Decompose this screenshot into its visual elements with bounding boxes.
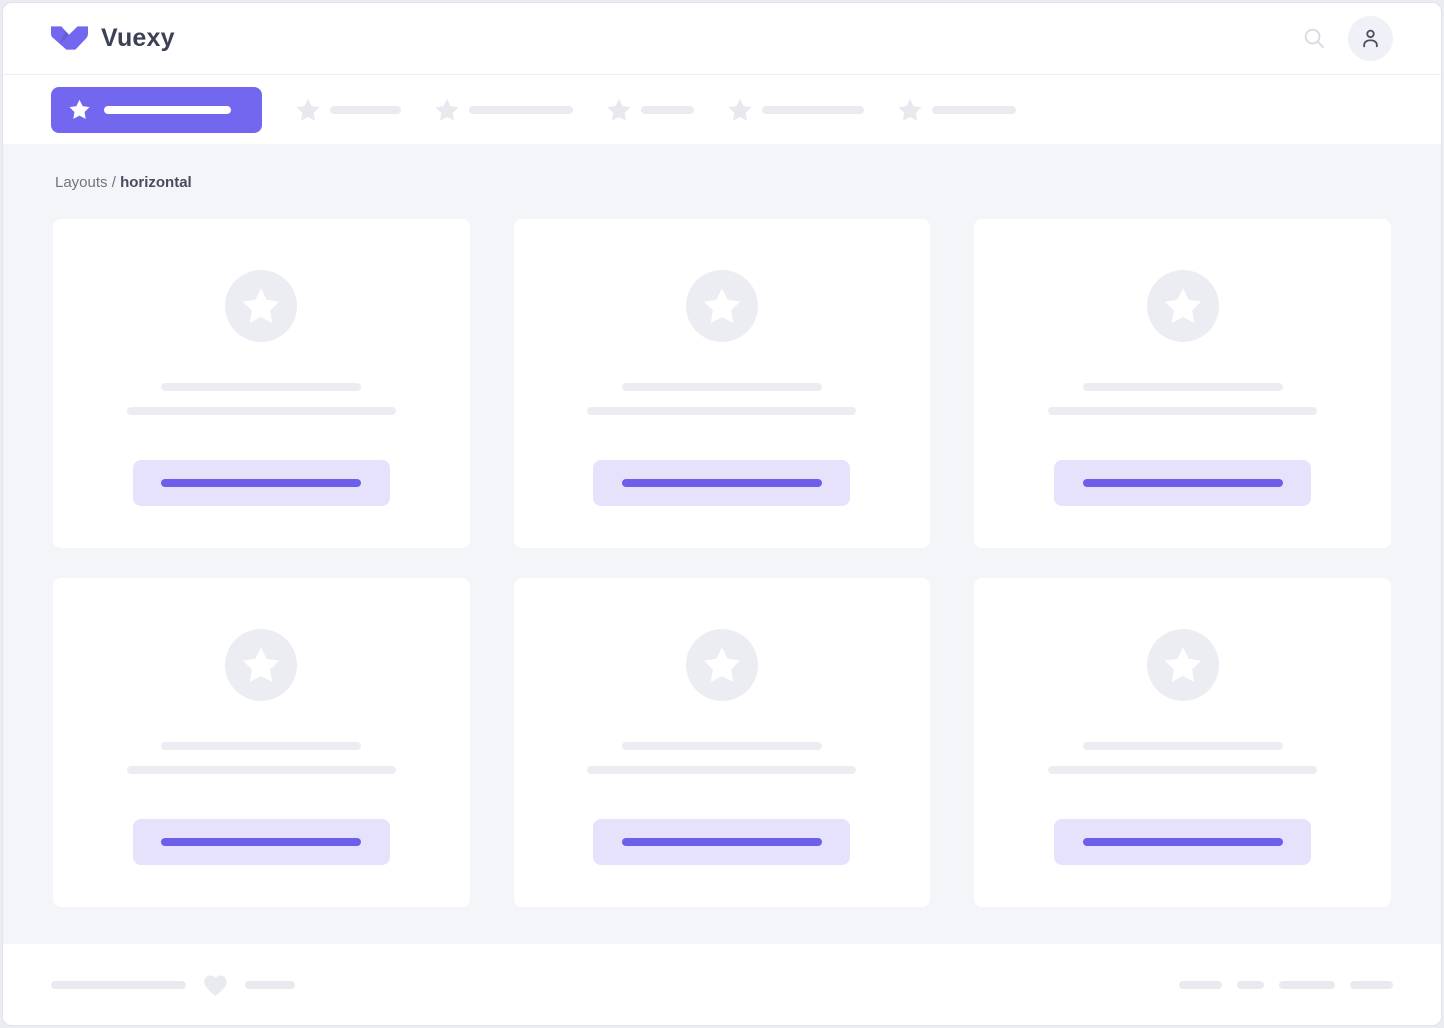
nav-item-skeleton-3[interactable] (435, 98, 573, 122)
card-avatar-circle (1146, 270, 1219, 342)
footer-text-placeholder (245, 980, 295, 989)
card-button-label-placeholder (621, 838, 822, 846)
breadcrumb-section[interactable]: Layouts (55, 174, 108, 191)
footer-link-placeholder (1179, 980, 1222, 989)
breadcrumb-current: horizontal (120, 174, 192, 191)
nav-item-skeleton-2[interactable] (296, 98, 401, 122)
nav-item-label-placeholder (330, 105, 401, 114)
star-icon (435, 98, 459, 122)
placeholder-card-3 (974, 219, 1391, 548)
footer-left (51, 972, 295, 997)
card-title-placeholder (621, 742, 822, 750)
card-title-placeholder (161, 742, 362, 750)
card-avatar-circle (225, 270, 298, 342)
card-title-placeholder (161, 383, 362, 391)
app-header: Vuexy (3, 3, 1441, 75)
nav-item-active[interactable] (51, 86, 262, 133)
footer-link-placeholder (1350, 980, 1393, 989)
star-icon (242, 646, 280, 684)
nav-item-skeleton-5[interactable] (728, 98, 864, 122)
star-icon (1164, 287, 1202, 325)
brand-logo-link[interactable]: Vuexy (51, 24, 175, 53)
footer-right (1179, 980, 1393, 989)
breadcrumb-separator: / (107, 174, 121, 191)
card-button-label-placeholder (1082, 838, 1283, 846)
nav-item-label-placeholder (762, 105, 864, 114)
placeholder-card-6 (974, 578, 1391, 907)
star-icon (242, 287, 280, 325)
user-icon (1359, 27, 1382, 50)
card-subtitle-placeholder (587, 407, 857, 415)
star-icon (296, 98, 320, 122)
card-subtitle-placeholder (126, 766, 396, 774)
card-grid (53, 219, 1391, 907)
card-button-label-placeholder (161, 479, 362, 487)
heart-icon (202, 972, 229, 997)
placeholder-card-4 (53, 578, 470, 907)
card-action-button[interactable] (593, 819, 851, 865)
card-subtitle-placeholder (1048, 766, 1318, 774)
horizontal-nav (3, 75, 1441, 144)
card-button-label-placeholder (1082, 479, 1283, 487)
star-icon (703, 646, 741, 684)
card-subtitle-placeholder (1048, 407, 1318, 415)
star-icon (898, 98, 922, 122)
app-footer (3, 944, 1441, 1025)
user-avatar-button[interactable] (1348, 16, 1393, 61)
star-icon (1164, 646, 1202, 684)
card-title-placeholder (621, 383, 822, 391)
placeholder-card-5 (513, 578, 931, 907)
card-avatar-circle (685, 270, 758, 342)
star-icon (703, 287, 741, 325)
footer-text-placeholder (51, 980, 186, 989)
card-avatar-circle (225, 629, 298, 701)
vuexy-logo-icon (51, 25, 88, 52)
nav-item-label-placeholder (932, 105, 1016, 114)
brand-name: Vuexy (101, 24, 175, 52)
breadcrumb: Layouts / horizontal (55, 174, 1391, 191)
nav-item-skeleton-4[interactable] (607, 98, 694, 122)
nav-item-label-placeholder (104, 105, 231, 114)
footer-link-placeholder (1237, 980, 1264, 989)
footer-link-placeholder (1279, 980, 1335, 989)
star-icon (607, 98, 631, 122)
nav-item-skeleton-6[interactable] (898, 98, 1016, 122)
card-action-button[interactable] (1054, 460, 1312, 506)
card-action-button[interactable] (132, 819, 390, 865)
card-avatar-circle (685, 629, 758, 701)
card-subtitle-placeholder (587, 766, 857, 774)
placeholder-card-1 (53, 219, 470, 548)
page-content: Layouts / horizontal (3, 144, 1441, 944)
card-button-label-placeholder (161, 838, 362, 846)
card-subtitle-placeholder (126, 407, 396, 415)
star-icon (728, 98, 752, 122)
nav-item-label-placeholder (641, 105, 694, 114)
card-title-placeholder (1082, 383, 1283, 391)
placeholder-card-2 (513, 219, 931, 548)
search-icon[interactable] (1303, 27, 1326, 50)
card-title-placeholder (1082, 742, 1283, 750)
card-action-button[interactable] (1054, 819, 1312, 865)
header-actions (1303, 16, 1393, 61)
star-icon (69, 99, 90, 120)
card-action-button[interactable] (593, 460, 851, 506)
card-button-label-placeholder (621, 479, 822, 487)
card-avatar-circle (1146, 629, 1219, 701)
nav-item-label-placeholder (469, 105, 573, 114)
card-action-button[interactable] (132, 460, 390, 506)
